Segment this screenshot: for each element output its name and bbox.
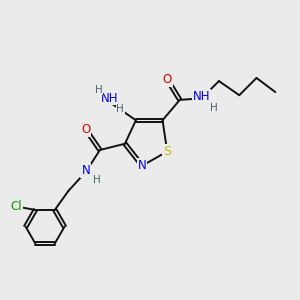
Text: NH: NH <box>100 92 118 105</box>
Text: H: H <box>210 103 218 113</box>
Text: Cl: Cl <box>11 200 22 213</box>
Text: N: N <box>81 164 90 177</box>
Text: S: S <box>163 145 171 158</box>
Text: NH: NH <box>193 90 210 103</box>
Text: H: H <box>116 104 124 114</box>
Text: N: N <box>138 159 146 172</box>
Text: H: H <box>95 85 103 95</box>
Text: O: O <box>81 123 90 136</box>
Text: H: H <box>93 175 100 185</box>
Text: O: O <box>163 73 172 86</box>
